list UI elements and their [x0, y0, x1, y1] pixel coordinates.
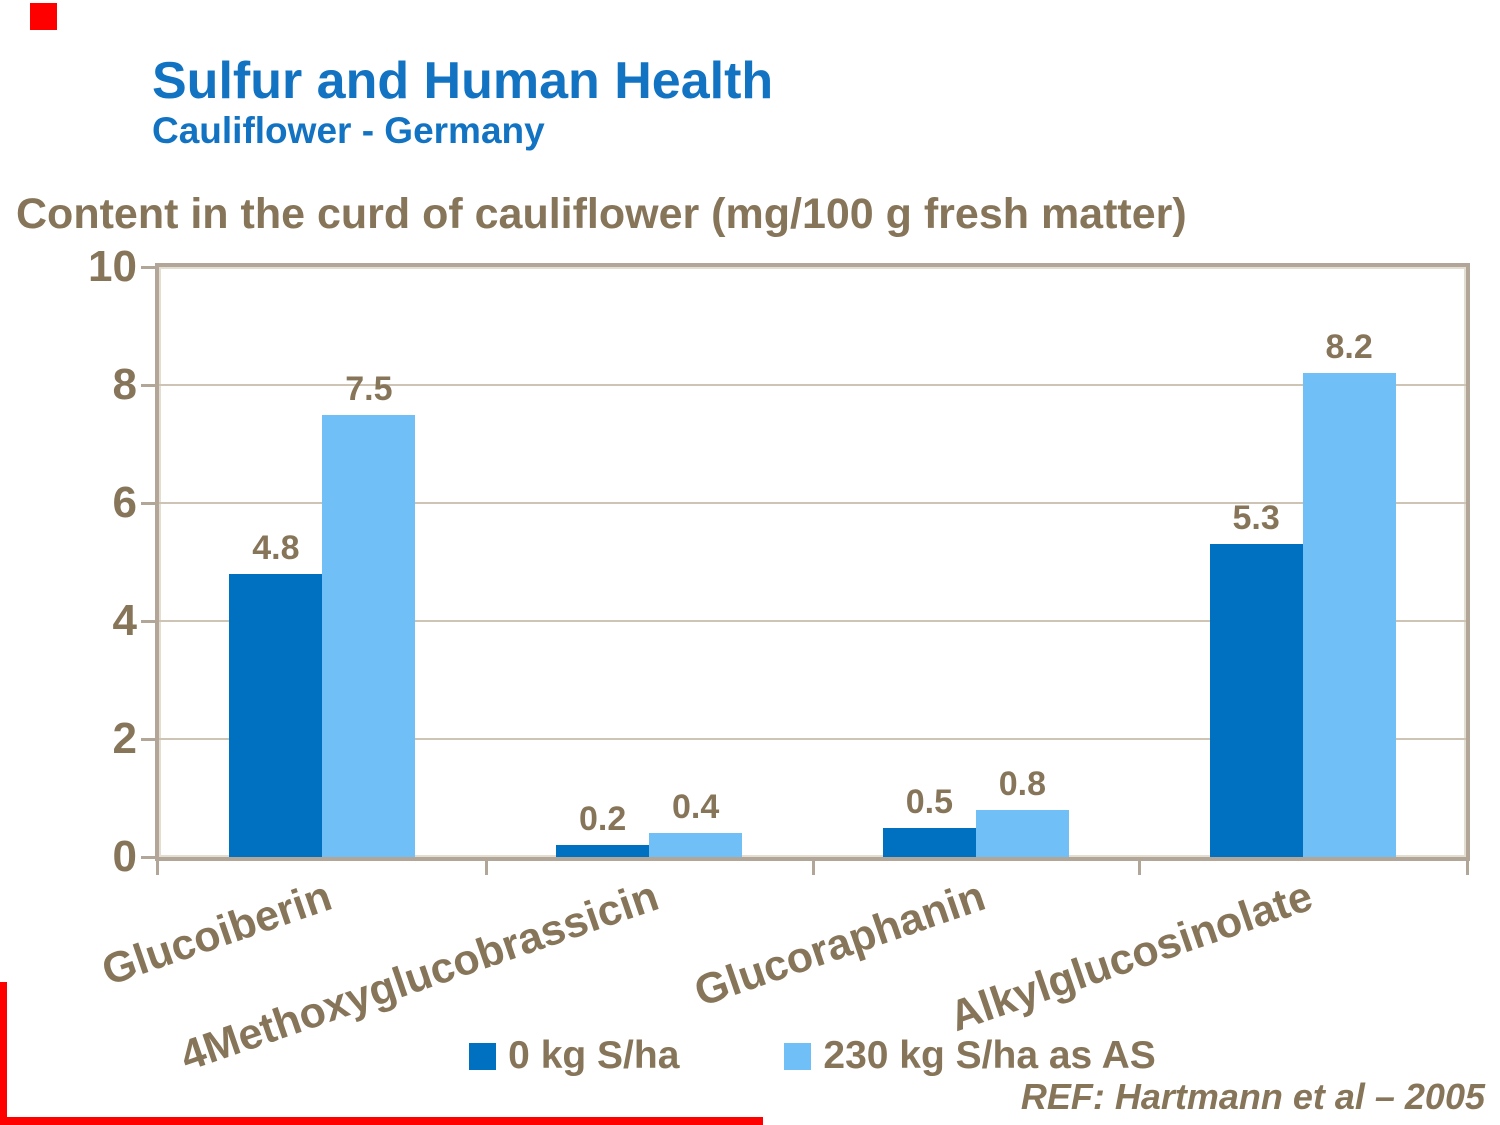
bar-value-label-glucoiberin-series-1: 7.5: [345, 369, 393, 408]
legend-swatch-dark-blue: [469, 1042, 497, 1070]
legend-label-series-0: 0 kg S/ha: [508, 1034, 680, 1077]
slide-title: Sulfur and Human Health: [152, 52, 774, 110]
y-axis-tick-10: [141, 266, 155, 269]
y-axis-label-4: 4: [112, 596, 137, 645]
category-label-glucoiberin: Glucoiberin: [96, 872, 339, 996]
bar-value-label-4methoxyglucobrassicin-series-0: 0.2: [578, 800, 627, 839]
gridline-y-8: [159, 384, 1466, 386]
legend-swatch-light-blue: [784, 1042, 812, 1070]
y-axis-label-10: 10: [88, 242, 137, 291]
chart-title: Content in the curd of cauliflower (mg/1…: [16, 190, 1187, 238]
bar-value-label-glucoraphanin-series-0: 0.5: [905, 782, 953, 821]
legend-item-series-1: 230 kg S/ha as AS: [784, 1034, 1156, 1078]
x-axis-tick-1: [484, 861, 488, 875]
x-axis-tick-0: [156, 861, 159, 875]
bar-4methoxyglucobrassicin-series-1: [649, 833, 743, 857]
x-axis-tick-3: [1138, 861, 1142, 875]
y-axis-tick-6: [141, 502, 155, 505]
bar-4methoxyglucobrassicin-series-0: [556, 845, 650, 857]
bar-value-label-glucoiberin-series-0: 4.8: [252, 528, 300, 567]
plot-area: 4.8 7.5 0.2 0.4 0.5 0.8 5.3 8.2: [159, 267, 1466, 857]
y-axis-tick-2: [141, 738, 155, 741]
y-axis-tick-4: [141, 620, 155, 623]
x-axis-tick-2: [811, 861, 815, 875]
y-axis-label-0: 0: [112, 832, 137, 881]
gridline-y-2: [159, 738, 1466, 740]
bar-alkylglucosinolate-series-0: [1209, 544, 1303, 857]
y-axis-tick-0: [141, 856, 155, 859]
bar-value-label-4methoxyglucobrassicin-series-1: 0.4: [671, 788, 720, 827]
y-axis-label-8: 8: [112, 360, 137, 409]
y-axis-label-2: 2: [112, 714, 137, 763]
x-axis-tick-4: [1466, 861, 1469, 875]
y-axis-label-6: 6: [112, 478, 137, 527]
red-accent-bottom-bar: [0, 1117, 763, 1125]
bar-alkylglucosinolate-series-1: [1302, 373, 1396, 857]
bar-value-label-alkylglucosinolate-series-1: 8.2: [1325, 328, 1373, 367]
legend-item-series-0: 0 kg S/ha: [469, 1034, 679, 1078]
bar-glucoiberin-series-0: [229, 573, 323, 857]
bar-glucoraphanin-series-1: [975, 809, 1069, 857]
bar-value-label-glucoraphanin-series-1: 0.8: [998, 764, 1046, 803]
legend-label-series-1: 230 kg S/ha as AS: [823, 1034, 1156, 1077]
red-accent-square: [30, 3, 57, 30]
reference-citation: REF: Hartmann et al – 2005: [1020, 1076, 1485, 1117]
legend: 0 kg S/ha 230 kg S/ha as AS: [155, 1030, 1470, 1082]
bar-glucoiberin-series-1: [322, 414, 416, 857]
slide-subtitle: Cauliflower - Germany: [152, 110, 545, 151]
category-label-alkylglucosinolate: Alkylglucosinolate: [943, 872, 1319, 1042]
gridline-y-4: [159, 620, 1466, 622]
bar-glucoraphanin-series-0: [882, 827, 976, 857]
bar-value-label-alkylglucosinolate-series-0: 5.3: [1232, 499, 1280, 538]
y-axis-tick-8: [141, 384, 155, 387]
red-accent-left-bar: [0, 982, 7, 1125]
gridline-y-6: [159, 502, 1466, 504]
